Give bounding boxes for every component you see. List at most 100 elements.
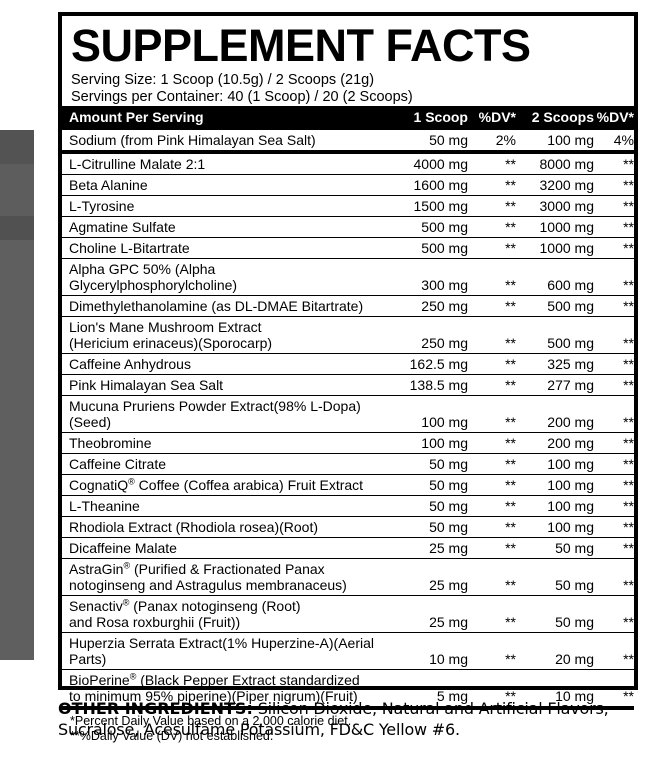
ingredient-dv2: ** <box>594 669 634 706</box>
ingredient-amount1: 50 mg <box>382 516 468 538</box>
ingredient-amount2: 3200 mg <box>516 174 594 196</box>
ingredient-dv1: ** <box>468 295 516 317</box>
ingredient-amount1: 100 mg <box>382 432 468 454</box>
ingredient-amount2: 100 mg <box>516 453 594 475</box>
ingredient-dv2: ** <box>594 495 634 517</box>
ingredient-dv2: ** <box>594 537 634 559</box>
table-row: AstraGin® (Purified & Fractionated Panax… <box>62 558 634 596</box>
ingredient-name: Dicaffeine Malate <box>62 537 382 559</box>
ingredient-amount1: 25 mg <box>382 595 468 633</box>
other-ingredients-heading: OTHER INGREDIENTS: <box>58 699 253 718</box>
ingredient-name-line2: notoginseng and Astragulus membranaceus) <box>69 577 347 593</box>
ingredient-amount1: 100 mg <box>382 395 468 433</box>
table-row: Pink Himalayan Sea Salt 138.5 mg ** 277 mg *… <box>62 374 634 396</box>
column-header-amount2: 2 Scoops <box>516 106 594 130</box>
ingredient-name-line2: (Hericium erinaceus)(Sporocarp) <box>69 335 273 351</box>
ingredient-amount2: 200 mg <box>516 432 594 454</box>
ingredient-amount1: 50 mg <box>382 495 468 517</box>
table-row: Caffeine Anhydrous 162.5 mg ** 325 mg ** <box>62 353 634 375</box>
ingredient-dv1: ** <box>468 316 516 354</box>
ingredient-dv1: ** <box>468 195 516 217</box>
ingredient-amount1: 138.5 mg <box>382 374 468 396</box>
ingredient-dv2: ** <box>594 216 634 238</box>
edge-bleed-artifact <box>0 96 34 662</box>
ingredient-amount1: 250 mg <box>382 316 468 354</box>
ingredient-dv2: ** <box>594 316 634 354</box>
table-row: Sodium (from Pink Himalayan Sea Salt) 50 … <box>62 129 634 152</box>
ingredient-dv1: ** <box>468 558 516 596</box>
ingredient-name: Theobromine <box>62 432 382 454</box>
supplement-facts-panel: SUPPLEMENT FACTS Serving Size: 1 Scoop (… <box>58 12 638 743</box>
table-row: Dicaffeine Malate 25 mg ** 50 mg ** <box>62 537 634 559</box>
other-ingredients: OTHER INGREDIENTS: Silicon Dioxide, Natu… <box>58 698 658 740</box>
ingredient-dv1: ** <box>468 516 516 538</box>
ingredient-amount2: 100 mg <box>516 495 594 517</box>
table-row: Alpha GPC 50% (Alpha Glycerylphosphorylc… <box>62 258 634 296</box>
registered-trademark-icon: ® <box>128 476 135 487</box>
ingredient-name: AstraGin® (Purified & Fractionated Panax… <box>62 558 382 596</box>
footnotes: *Percent Daily Value based on a 2,000 ca… <box>62 706 634 749</box>
serving-size: Serving Size: 1 Scoop (10.5g) / 2 Scoops… <box>71 72 375 88</box>
ingredient-dv1: ** <box>468 595 516 633</box>
ingredient-amount2: 10 mg <box>516 669 594 706</box>
ingredient-amount2: 1000 mg <box>516 237 594 259</box>
ingredient-amount2: 277 mg <box>516 374 594 396</box>
ingredient-dv1: ** <box>468 216 516 238</box>
ingredient-dv2: ** <box>594 195 634 217</box>
table-row: Senactiv® (Panax notoginseng (Root) and R… <box>62 595 634 633</box>
ingredient-dv2: ** <box>594 295 634 317</box>
ingredient-dv2: ** <box>594 453 634 475</box>
table-row: L-Citrulline Malate 2:1 4000 mg ** 8000 mg *… <box>62 150 634 175</box>
ingredient-amount2: 325 mg <box>516 353 594 375</box>
column-header-dv1: %DV* <box>468 106 516 130</box>
ingredient-dv2: 4% <box>594 129 634 152</box>
ingredient-amount2: 200 mg <box>516 395 594 433</box>
ingredient-name: Rhodiola Extract (Rhodiola rosea)(Root) <box>62 516 382 538</box>
ingredient-dv2: ** <box>594 558 634 596</box>
table-row: Beta Alanine 1600 mg ** 3200 mg ** <box>62 174 634 196</box>
ingredient-dv1: ** <box>468 353 516 375</box>
ingredient-amount1: 10 mg <box>382 632 468 670</box>
ingredient-name: Alpha GPC 50% (Alpha Glycerylphosphorylc… <box>62 258 382 296</box>
column-header-name: Amount Per Serving <box>62 106 382 130</box>
page-title: SUPPLEMENT FACTS <box>71 20 531 71</box>
ingredient-amount2: 3000 mg <box>516 195 594 217</box>
nutrition-table-body: Amount Per Serving 1 Scoop %DV* 2 Scoops %DV… <box>62 106 634 706</box>
ingredient-dv2: ** <box>594 237 634 259</box>
ingredient-dv1: ** <box>468 432 516 454</box>
ingredient-dv2: ** <box>594 474 634 496</box>
ingredient-dv2: ** <box>594 374 634 396</box>
ingredient-dv2: ** <box>594 632 634 670</box>
ingredient-amount1: 500 mg <box>382 237 468 259</box>
ingredient-amount2: 100 mg <box>516 516 594 538</box>
ingredient-amount1: 4000 mg <box>382 150 468 175</box>
ingredient-name: L-Theanine <box>62 495 382 517</box>
ingredient-amount2: 50 mg <box>516 537 594 559</box>
ingredient-dv2: ** <box>594 595 634 633</box>
ingredient-name-line2: and Rosa roxburghii (Fruit)) <box>69 614 241 630</box>
ingredient-amount1: 250 mg <box>382 295 468 317</box>
ingredient-name: Senactiv® (Panax notoginseng (Root) and R… <box>62 595 382 633</box>
ingredient-name: Caffeine Citrate <box>62 453 382 475</box>
ingredient-name: Lion's Mane Mushroom Extract (Hericium er… <box>62 316 382 354</box>
nutrition-table: Amount Per Serving 1 Scoop %DV* 2 Scoops %DV… <box>62 106 634 706</box>
ingredient-dv1: ** <box>468 258 516 296</box>
ingredient-dv2: ** <box>594 395 634 433</box>
table-row: Lion's Mane Mushroom Extract (Hericium er… <box>62 316 634 354</box>
ingredient-amount1: 500 mg <box>382 216 468 238</box>
ingredient-dv2: ** <box>594 353 634 375</box>
ingredient-name: Mucuna Pruriens Powder Extract(98% L-Dop… <box>62 395 382 433</box>
registered-trademark-icon: ® <box>123 560 131 571</box>
ingredient-amount2: 8000 mg <box>516 150 594 175</box>
ingredient-name: Pink Himalayan Sea Salt <box>62 374 382 396</box>
table-row: Huperzia Serrata Extract(1% Huperzine-A)… <box>62 632 634 670</box>
ingredient-dv1: ** <box>468 374 516 396</box>
table-row: L-Theanine 50 mg ** 100 mg ** <box>62 495 634 517</box>
ingredient-dv1: ** <box>468 174 516 196</box>
ingredient-amount2: 50 mg <box>516 558 594 596</box>
table-row: Dimethylethanolamine (as DL-DMAE Bitartr… <box>62 295 634 317</box>
table-row: CognatiQ® Coffee (Coffea arabica) Fruit … <box>62 474 634 496</box>
ingredient-amount1: 300 mg <box>382 258 468 296</box>
other-ingredients-text: Silicon Dioxide, Natural and Artificial … <box>58 699 609 739</box>
